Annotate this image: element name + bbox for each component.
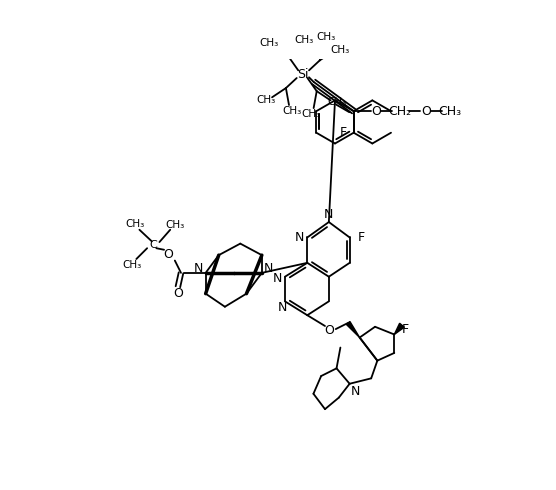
Text: N: N bbox=[272, 272, 282, 285]
Text: CH₃: CH₃ bbox=[259, 38, 279, 49]
Text: F: F bbox=[340, 126, 348, 139]
Text: CH₃: CH₃ bbox=[256, 96, 276, 105]
Text: CH₃: CH₃ bbox=[165, 220, 185, 230]
Text: Si: Si bbox=[297, 68, 309, 81]
Text: O: O bbox=[371, 105, 381, 118]
Text: O: O bbox=[325, 324, 335, 337]
Text: N: N bbox=[324, 208, 334, 221]
Text: O: O bbox=[173, 287, 183, 300]
Text: F: F bbox=[401, 323, 409, 336]
Text: CH₂: CH₂ bbox=[388, 105, 411, 118]
Polygon shape bbox=[346, 321, 360, 338]
Text: F: F bbox=[358, 231, 365, 244]
Text: CH₃: CH₃ bbox=[330, 45, 349, 54]
Polygon shape bbox=[394, 323, 404, 335]
Text: CH₃: CH₃ bbox=[122, 260, 141, 270]
Text: CH₃: CH₃ bbox=[438, 105, 461, 118]
Text: N: N bbox=[193, 262, 202, 275]
Text: CH₃: CH₃ bbox=[301, 109, 320, 119]
Text: N: N bbox=[264, 262, 272, 275]
Text: N: N bbox=[351, 385, 360, 398]
Text: O: O bbox=[421, 105, 431, 118]
Text: C: C bbox=[150, 240, 157, 250]
Text: CH₃: CH₃ bbox=[282, 106, 302, 116]
Text: CH₃: CH₃ bbox=[316, 32, 336, 42]
Text: N: N bbox=[278, 301, 287, 314]
Text: CH₃: CH₃ bbox=[295, 35, 314, 45]
Text: CH₃: CH₃ bbox=[327, 97, 346, 107]
Text: CH₃: CH₃ bbox=[125, 219, 145, 228]
Text: O: O bbox=[164, 248, 173, 261]
Text: N: N bbox=[295, 231, 304, 244]
